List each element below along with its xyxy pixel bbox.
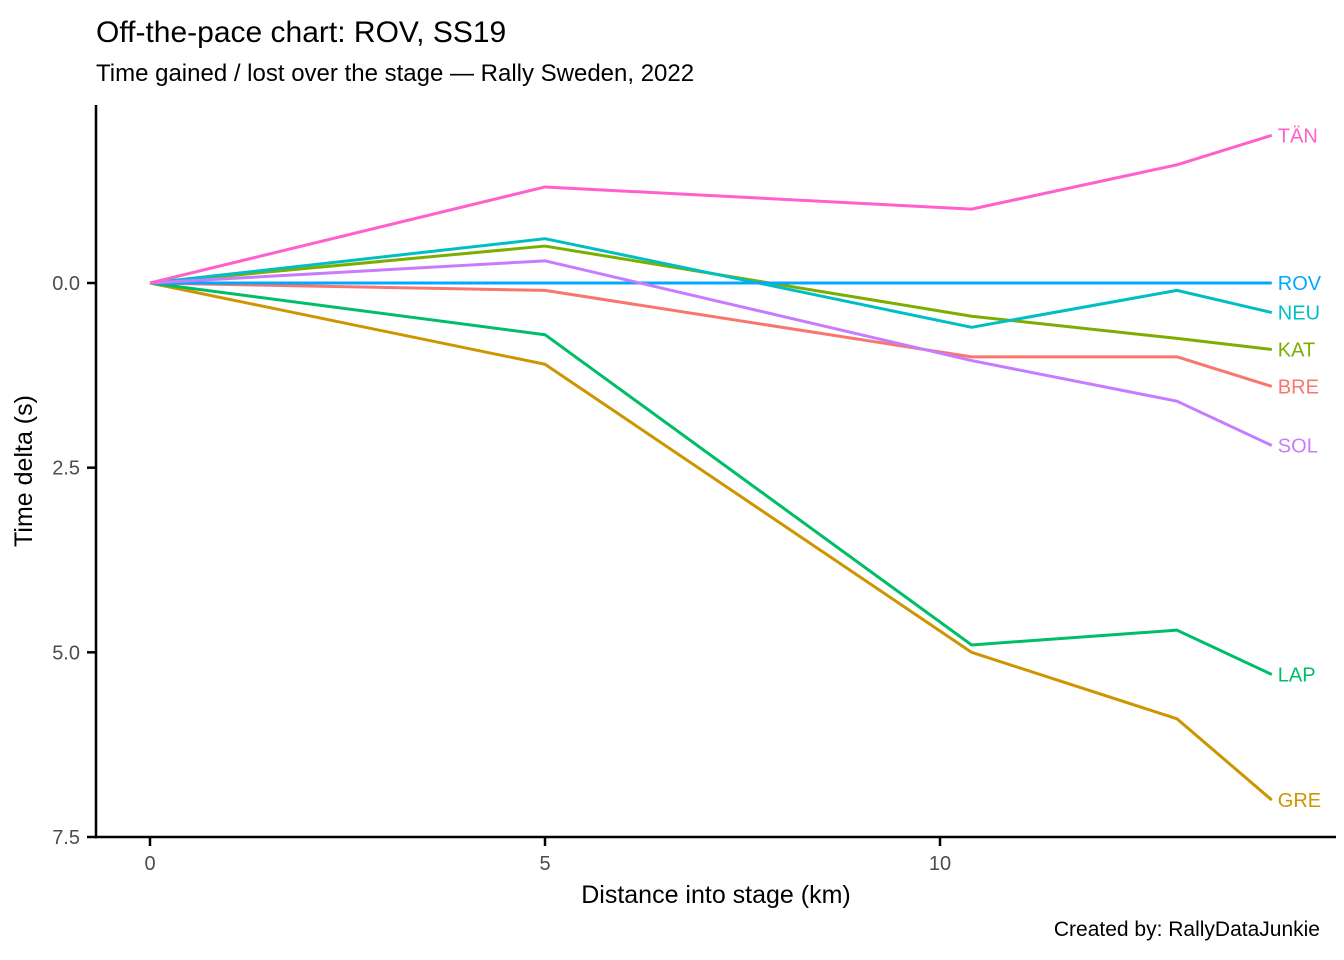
series-labels-layer: BRE GRE KAT LAP NEU ROV SOL TÄN [1278,125,1322,812]
chart-subtitle: Time gained / lost over the stage — Rall… [96,60,695,87]
axis-layer: 0.0 2.5 5.0 7.5 0 5 10 [52,105,1336,875]
x-tick-label: 0 [144,853,155,875]
series-line-GRE [149,281,1273,802]
y-axis-title: Time delta (s) [10,395,38,547]
series-line-LAP [149,281,1273,676]
series-label-TÄN: TÄN [1278,125,1318,147]
y-tick-label: 2.5 [52,458,80,480]
series-line-KAT [149,244,1272,351]
x-tick-label: 5 [539,853,550,875]
series-line-SOL [149,259,1273,447]
y-tick-label: 0.0 [52,273,80,295]
series-label-ROV: ROV [1278,273,1322,295]
series-label-BRE: BRE [1278,376,1319,398]
series-line-NEU [149,237,1273,329]
x-tick-label: 10 [929,853,951,875]
x-axis-title: Distance into stage (km) [581,881,851,909]
series-label-GRE: GRE [1278,790,1321,812]
y-tick-label: 5.0 [52,642,80,664]
series-line-BRE [149,281,1273,388]
y-tick-label: 7.5 [52,827,80,849]
series-label-SOL: SOL [1278,436,1318,458]
series-label-LAP: LAP [1278,664,1316,686]
series-label-NEU: NEU [1278,303,1320,325]
series-layer [149,133,1273,802]
chart-title: Off-the-pace chart: ROV, SS19 [96,16,507,49]
series-label-KAT: KAT [1278,339,1315,361]
chart-caption: Created by: RallyDataJunkie [1053,918,1320,941]
series-line-TÄN [149,133,1273,285]
